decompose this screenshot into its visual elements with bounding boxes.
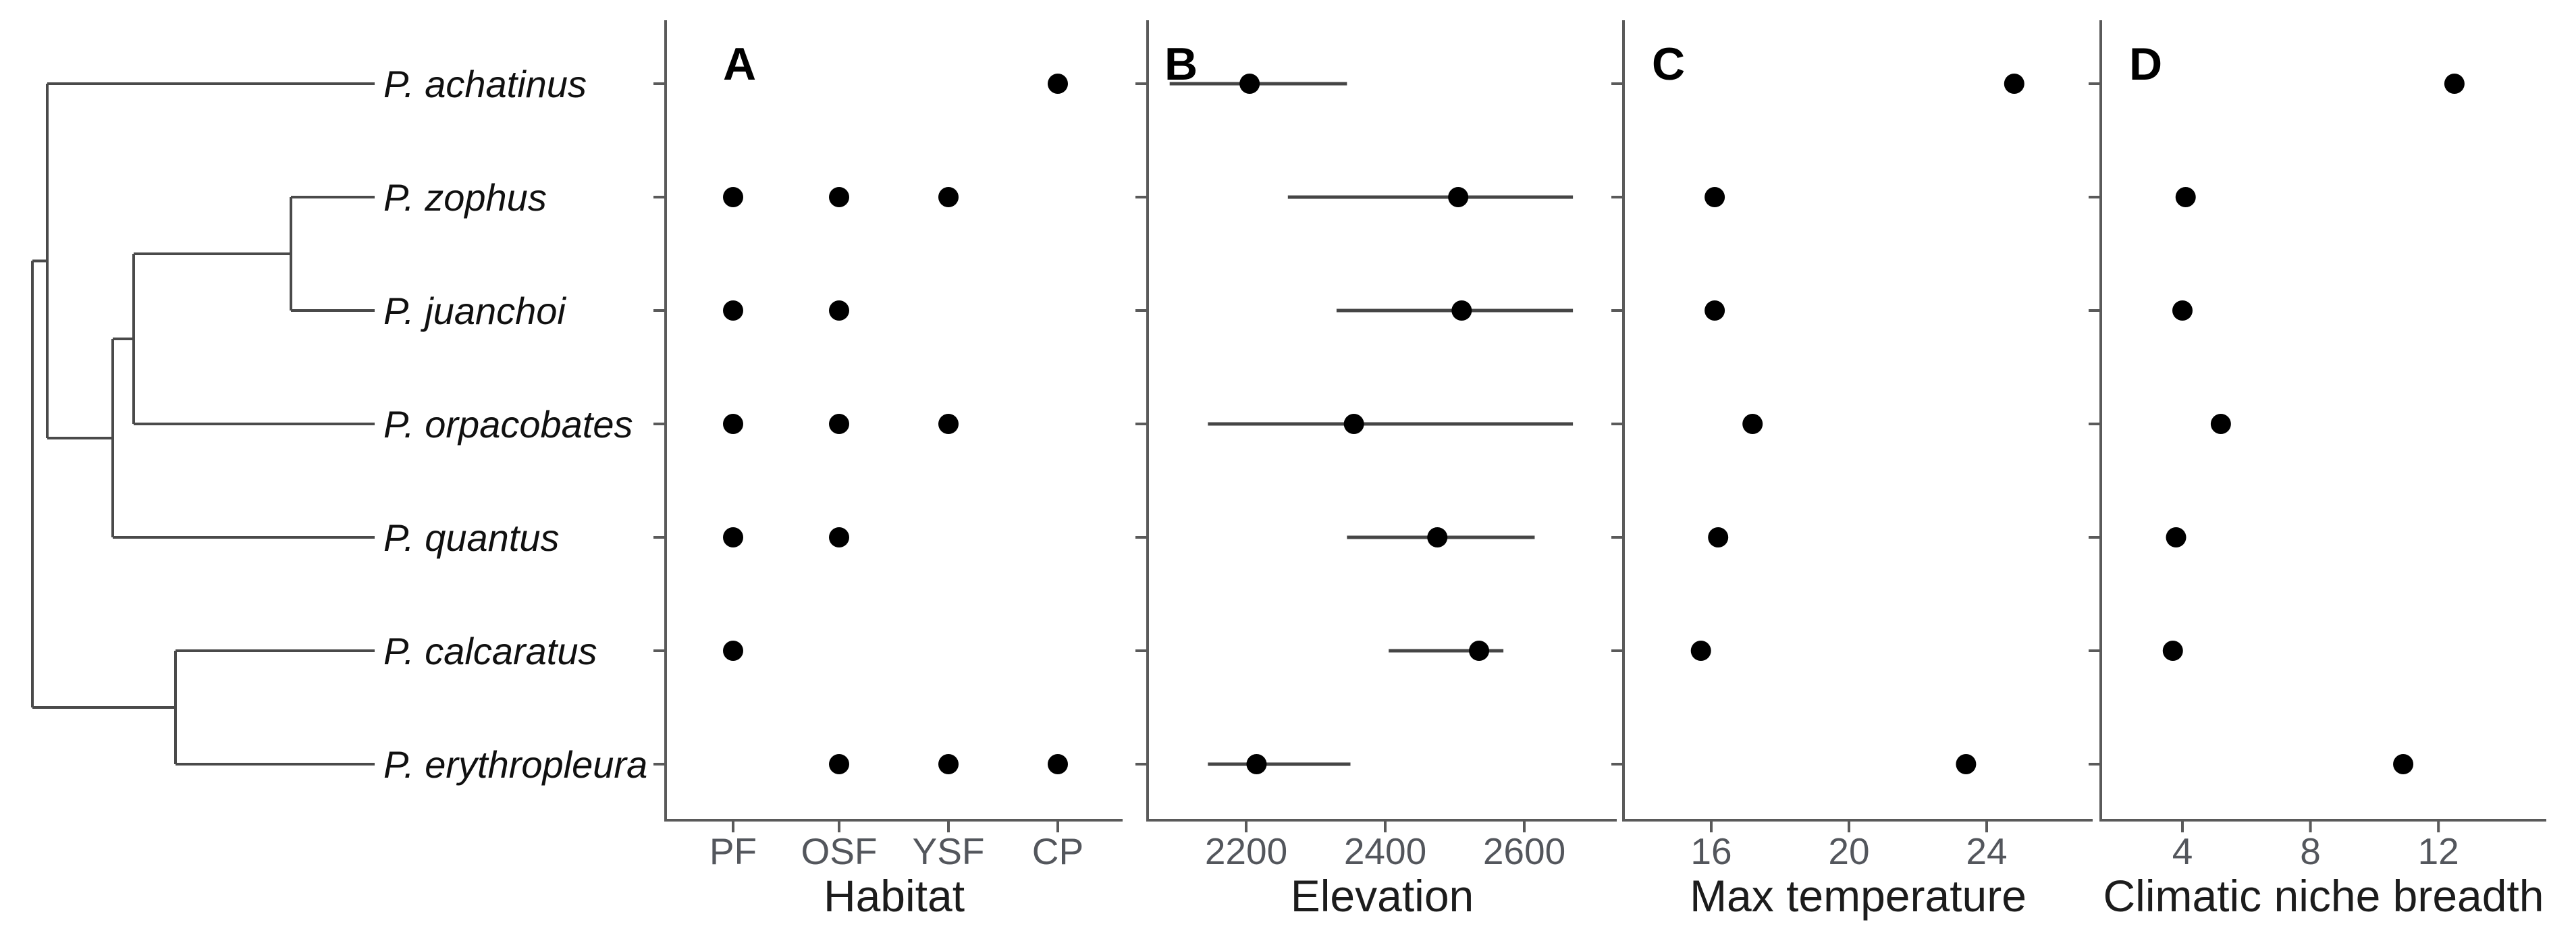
x-tick-label: OSF xyxy=(801,830,877,872)
species-label: P. juanchoi xyxy=(383,290,566,332)
data-point xyxy=(829,527,849,547)
data-point xyxy=(1956,754,1977,774)
data-point xyxy=(1708,527,1729,547)
panel-letter: D xyxy=(2129,38,2162,90)
x-tick-label: 2600 xyxy=(1483,830,1565,872)
data-point xyxy=(2444,74,2465,94)
data-point xyxy=(829,300,849,321)
data-point xyxy=(938,187,959,207)
data-point xyxy=(1427,527,1448,547)
data-point xyxy=(723,414,743,434)
data-point xyxy=(1048,754,1068,774)
data-point xyxy=(2175,187,2196,207)
x-tick-label: 20 xyxy=(1828,830,1869,872)
x-tick-label: 2400 xyxy=(1344,830,1426,872)
data-point xyxy=(1246,754,1267,774)
data-point xyxy=(1742,414,1763,434)
data-point xyxy=(1451,300,1472,321)
x-tick-label: 16 xyxy=(1690,830,1732,872)
species-label: P. erythropleura xyxy=(383,743,647,786)
data-point xyxy=(723,187,743,207)
x-tick-label: PF xyxy=(709,830,757,872)
data-point xyxy=(2210,414,2231,434)
data-point xyxy=(2393,754,2414,774)
data-point xyxy=(1690,641,1711,661)
axis-title: Elevation xyxy=(1291,871,1474,921)
x-tick-label: 24 xyxy=(1966,830,2007,872)
phylogenetic-tree xyxy=(31,82,375,766)
x-tick-label: CP xyxy=(1032,830,1083,872)
data-point xyxy=(1239,74,1260,94)
data-point xyxy=(2004,74,2024,94)
species-labels: P. achatinus P. zophus P. juanchoi P. orpac… xyxy=(383,63,647,786)
data-point xyxy=(1343,414,1364,434)
data-point xyxy=(1469,641,1490,661)
data-point xyxy=(1705,300,1725,321)
data-point xyxy=(1705,187,1725,207)
panel-letter: B xyxy=(1164,38,1198,90)
data-point xyxy=(829,414,849,434)
x-tick-label: 4 xyxy=(2172,830,2193,872)
data-point xyxy=(938,754,959,774)
data-point xyxy=(2172,300,2193,321)
x-tick-label: 2200 xyxy=(1205,830,1287,872)
x-tick-label: YSF xyxy=(913,830,985,872)
axis-title: Climatic niche breadth xyxy=(2103,871,2544,921)
panel-a: PF OSF YSF CP Habitat A xyxy=(653,20,1123,921)
panel-letter: A xyxy=(723,38,756,90)
data-point xyxy=(2162,641,2183,661)
axis-title: Habitat xyxy=(824,871,965,921)
data-point xyxy=(723,527,743,547)
data-point xyxy=(938,414,959,434)
data-point xyxy=(2166,527,2186,547)
species-label: P. zophus xyxy=(383,176,547,219)
x-tick-label: 8 xyxy=(2300,830,2321,872)
data-point xyxy=(829,187,849,207)
data-point xyxy=(1048,74,1068,94)
species-label: P. quantus xyxy=(383,516,560,559)
data-point xyxy=(723,641,743,661)
x-tick-label: 12 xyxy=(2418,830,2459,872)
species-label: P. orpacobates xyxy=(383,403,633,446)
data-point xyxy=(1448,187,1469,207)
axis-title: Max temperature xyxy=(1690,871,2027,921)
species-label: P. calcaratus xyxy=(383,630,597,672)
data-point xyxy=(723,300,743,321)
species-label: P. achatinus xyxy=(383,63,587,105)
data-point xyxy=(829,754,849,774)
panel-letter: C xyxy=(1652,38,1685,90)
